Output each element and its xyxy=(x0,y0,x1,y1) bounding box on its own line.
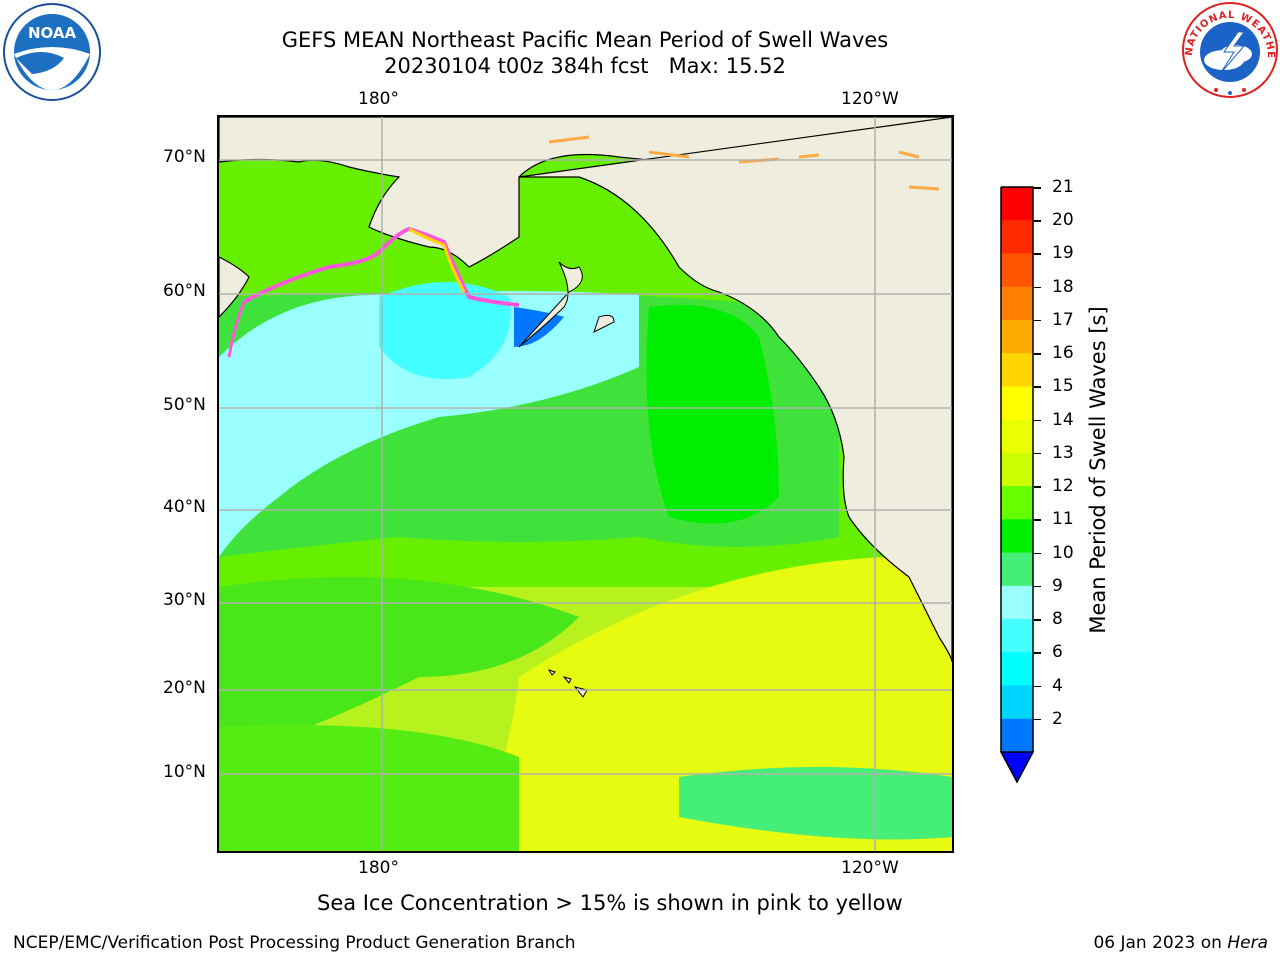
colorbar-tick-label: 19 xyxy=(1052,243,1074,264)
lon-label-bottom-120w: 120°W xyxy=(841,858,899,878)
sea-ice-note: Sea Ice Concentration > 15% is shown in … xyxy=(317,891,903,915)
lat-label-50n: 50°N xyxy=(163,395,206,415)
land-chukotka xyxy=(219,256,250,318)
colorbar-tick-label: 18 xyxy=(1052,276,1074,297)
colorbar-tick-mark xyxy=(1034,685,1041,688)
footer-date: 06 Jan 2023 on Hera xyxy=(1093,933,1268,953)
ocean-field-southwest xyxy=(219,725,519,851)
colorbar-tick-mark xyxy=(1034,718,1041,721)
colorbar-outline-right xyxy=(1001,186,1034,752)
lat-label-40n: 40°N xyxy=(163,497,206,517)
land-hawaii xyxy=(547,669,588,698)
land-kodiak xyxy=(593,314,615,333)
nws-logo: NATIONAL WEATHER SERVICE xyxy=(1180,0,1278,98)
colorbar-block xyxy=(1001,286,1033,321)
footer-credit: NCEP/EMC/Verification Post Processing Pr… xyxy=(13,933,576,953)
lat-label-60n: 60°N xyxy=(163,281,206,301)
colorbar-block xyxy=(1001,452,1033,487)
colorbar-tick-mark xyxy=(1034,519,1041,521)
colorbar-tick-mark xyxy=(1034,353,1041,355)
colorbar-block xyxy=(1001,619,1033,653)
colorbar-tick-label: 11 xyxy=(1052,509,1074,530)
colorbar-block xyxy=(1001,519,1033,554)
colorbar-tick-label: 15 xyxy=(1052,376,1074,397)
colorbar-block xyxy=(1001,419,1033,454)
colorbar-tick-label: 9 xyxy=(1052,575,1063,596)
colorbar-blocks xyxy=(1001,187,1033,753)
ocean-field-green-band xyxy=(219,577,579,757)
colorbar-tick-mark xyxy=(1034,187,1041,189)
colorbar-tick-mark xyxy=(1034,552,1041,555)
lat-label-20n: 20°N xyxy=(163,678,206,698)
lon-label-top-120w: 120°W xyxy=(841,89,899,109)
colorbar-block xyxy=(1001,718,1033,753)
colorbar-extend-triangle xyxy=(1000,751,1034,784)
colorbar-tick-label: 20 xyxy=(1052,210,1074,231)
colorbar-block xyxy=(1001,585,1033,620)
land-alaska-peninsula xyxy=(518,261,583,348)
ocean-field-lower-band xyxy=(679,767,952,840)
noaa-logo: NOAA xyxy=(3,3,101,101)
ocean-field-cyan-deep xyxy=(379,282,511,379)
lat-label-30n: 30°N xyxy=(163,590,206,610)
map-title: GEFS MEAN Northeast Pacific Mean Period … xyxy=(281,28,889,52)
sea-ice-edge-west xyxy=(227,301,246,358)
colorbar-tick-label: 13 xyxy=(1052,442,1074,463)
colorbar-tick-mark xyxy=(1034,253,1041,255)
colorbar-tick-mark xyxy=(1034,486,1041,488)
colorbar-tick-mark xyxy=(1034,386,1041,388)
graticule xyxy=(219,117,952,851)
noaa-logo-text: NOAA xyxy=(28,24,77,42)
footer-machine: Hera xyxy=(1227,933,1268,953)
colorbar-block xyxy=(1001,187,1033,221)
colorbar-tick-label: 4 xyxy=(1052,675,1063,696)
colorbar-tick-mark xyxy=(1034,619,1041,621)
colorbar-tick-mark xyxy=(1034,452,1041,455)
colorbar-label: Mean Period of Swell Waves [s] xyxy=(1086,306,1110,634)
colorbar-tick-label: 8 xyxy=(1052,609,1063,630)
colorbar-block xyxy=(1001,652,1033,687)
map-area xyxy=(217,115,954,853)
colorbar-tick-label: 10 xyxy=(1052,542,1074,563)
lon-label-top-180: 180° xyxy=(358,89,399,109)
colorbar-tick-label: 14 xyxy=(1052,409,1074,430)
footer-date-text: 06 Jan 2023 on xyxy=(1093,933,1228,953)
colorbar-block xyxy=(1001,319,1033,354)
colorbar-block xyxy=(1001,386,1033,421)
colorbar-tick-label: 17 xyxy=(1052,309,1074,330)
ocean-field-cyan xyxy=(219,291,639,557)
colorbar-tick-mark xyxy=(1034,585,1041,588)
map-subtitle: 20230104 t00z 384h fcst Max: 15.52 xyxy=(384,54,786,78)
colorbar-tick-label: 12 xyxy=(1052,476,1074,497)
colorbar-block xyxy=(1001,220,1033,254)
colorbar-tick-label: 16 xyxy=(1052,343,1074,364)
colorbar-tick-label: 2 xyxy=(1052,708,1063,729)
ocean-field-green-east xyxy=(646,305,779,524)
colorbar-tick-mark xyxy=(1034,652,1041,654)
colorbar-tick-mark xyxy=(1034,319,1041,322)
colorbar-tick-label: 6 xyxy=(1052,642,1063,663)
colorbar-block xyxy=(1001,685,1033,720)
colorbar xyxy=(1000,186,1034,784)
swell-period-map xyxy=(219,117,952,851)
colorbar-block xyxy=(1001,486,1033,520)
sea-ice-edge-bering xyxy=(243,226,520,307)
lat-label-70n: 70°N xyxy=(163,147,206,167)
colorbar-tick-mark xyxy=(1034,286,1041,289)
colorbar-tick-mark xyxy=(1034,220,1041,222)
land-north-america xyxy=(518,117,952,663)
colorbar-tick-mark xyxy=(1034,419,1041,422)
colorbar-block xyxy=(1001,552,1033,587)
colorbar-block xyxy=(1001,253,1033,288)
colorbar-block xyxy=(1001,353,1033,387)
sea-ice-edge-yellow xyxy=(408,227,466,293)
lon-label-bottom-180: 180° xyxy=(358,858,399,878)
colorbar-tick-label: 21 xyxy=(1052,177,1074,197)
lat-label-10n: 10°N xyxy=(163,762,206,782)
